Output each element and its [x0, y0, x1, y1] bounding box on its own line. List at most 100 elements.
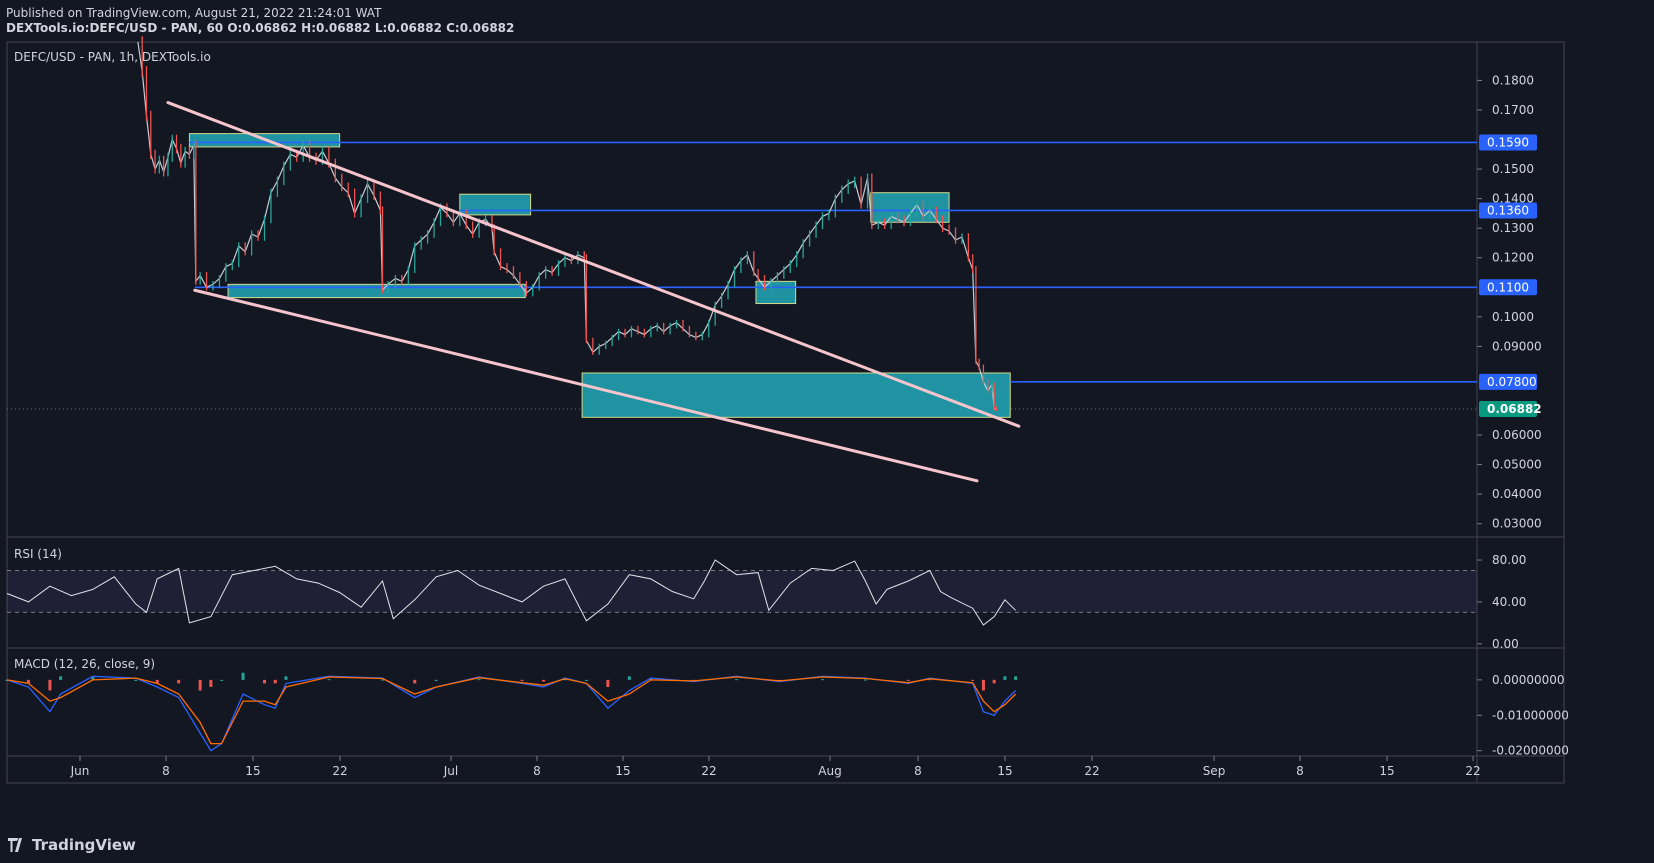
price-series-line	[137, 41, 997, 410]
price-tick-label: 0.1200	[1492, 251, 1534, 265]
time-tick-label: 15	[1379, 764, 1394, 778]
wedge-trendline	[166, 101, 1021, 428]
price-tick-label: 0.1400	[1492, 192, 1534, 206]
ohlc-line: DEXTools.io:DEFC/USD - PAN, 60 O:0.06862…	[6, 21, 515, 35]
time-tick-label: 8	[162, 764, 170, 778]
published-line: Published on TradingView.com, August 21,…	[6, 6, 382, 20]
time-tick-label: Jun	[70, 764, 90, 778]
macd-histogram-bar	[263, 679, 267, 684]
macd-histogram-bar	[91, 676, 95, 680]
macd-histogram-bar	[327, 679, 331, 681]
time-tick-label: Aug	[818, 764, 841, 778]
macd-histogram-bar	[627, 676, 631, 680]
macd-histogram-bar	[381, 679, 385, 681]
macd-histogram-bar	[541, 679, 545, 682]
price-tick-label: 0.1500	[1492, 162, 1534, 176]
macd-histogram-bar	[434, 679, 438, 681]
time-tick-label: 22	[701, 764, 716, 778]
macd-histogram-bar	[1014, 676, 1018, 680]
macd-histogram-bar	[863, 679, 867, 681]
price-tick-label: 0.04000	[1492, 487, 1542, 501]
macd-histogram-bar	[209, 679, 213, 687]
macd-histogram-bar	[477, 679, 481, 681]
macd-histogram-bar	[820, 679, 824, 681]
macd-series-line	[6, 675, 1017, 752]
macd-histogram-bar	[134, 679, 138, 681]
supply-demand-zone	[581, 372, 1011, 418]
time-tick-label: 22	[1465, 764, 1480, 778]
macd-histogram-bar	[198, 679, 202, 691]
tradingview-logo-icon	[8, 838, 22, 852]
price-level-label: 0.1100	[1487, 280, 1529, 294]
macd-histogram-bar	[273, 679, 277, 684]
price-tick-label: 0.1700	[1492, 103, 1534, 117]
time-tick-label: 15	[245, 764, 260, 778]
macd-histogram-bar	[241, 672, 245, 680]
price-level-badge	[1479, 279, 1537, 296]
supply-demand-zone	[227, 283, 526, 299]
chart-frame	[6, 41, 1565, 784]
tradingview-footer: TradingView	[8, 836, 136, 854]
macd-histogram-bar	[59, 676, 63, 680]
price-tick-label: 0.1800	[1492, 73, 1534, 87]
main-pane-title: DEFC/USD - PAN, 1h, DEXTools.io	[14, 50, 211, 64]
price-level-label: 0.1360	[1487, 203, 1529, 217]
macd-histogram-bar	[981, 679, 985, 691]
price-tick-label: 0.1300	[1492, 221, 1534, 235]
macd-pane-title: MACD (12, 26, close, 9)	[14, 657, 155, 671]
time-tick-label: 22	[332, 764, 347, 778]
macd-histogram-bar	[155, 679, 159, 684]
price-tick-label: 0.09000	[1492, 339, 1542, 353]
macd-series-line	[6, 676, 1017, 745]
time-tick-label: 15	[615, 764, 630, 778]
brand-name: TradingView	[32, 836, 136, 854]
macd-histogram-bar	[606, 679, 610, 687]
time-tick-label: 8	[533, 764, 541, 778]
price-level-badge	[1479, 202, 1537, 219]
rsi-tick-label: 80.00	[1492, 553, 1526, 567]
rsi-tick-label: 0.00	[1492, 637, 1519, 651]
macd-histogram-bar	[735, 679, 739, 681]
macd-tick-label: -0.01000000	[1492, 708, 1569, 722]
wedge-trendline	[193, 288, 979, 483]
macd-histogram-bar	[584, 679, 588, 681]
time-tick-label: 15	[997, 764, 1012, 778]
macd-tick-label: 0.00000000	[1492, 673, 1565, 687]
time-tick-label: Jul	[443, 764, 458, 778]
macd-histogram-bar	[520, 679, 524, 681]
time-tick-label: 22	[1084, 764, 1099, 778]
rsi-pane-title: RSI (14)	[14, 547, 62, 561]
macd-histogram-bar	[26, 679, 30, 684]
macd-histogram-bar	[992, 679, 996, 684]
time-tick-label: Sep	[1203, 764, 1226, 778]
price-tick-label: 0.03000	[1492, 517, 1542, 531]
macd-histogram-bar	[1003, 676, 1007, 680]
price-level-label: 0.06882	[1487, 402, 1542, 416]
macd-histogram-bar	[649, 678, 653, 680]
supply-demand-zone	[459, 193, 532, 216]
macd-tick-label: -0.02000000	[1492, 744, 1569, 758]
time-tick-label: 8	[1296, 764, 1304, 778]
price-level-label: 0.07800	[1487, 375, 1537, 389]
price-level-label: 0.1590	[1487, 135, 1529, 149]
macd-histogram-bar	[928, 679, 932, 681]
price-level-badge	[1479, 134, 1537, 151]
rsi-band-fill	[7, 570, 1477, 613]
macd-histogram-bar	[971, 679, 975, 681]
price-tick-label: 0.06000	[1492, 428, 1542, 442]
time-tick-label: 8	[914, 764, 922, 778]
macd-histogram-bar	[413, 679, 417, 684]
macd-histogram-bar	[284, 676, 288, 680]
price-tick-label: 0.1000	[1492, 310, 1534, 324]
macd-histogram-bar	[177, 679, 181, 684]
chart-header: Published on TradingView.com, August 21,…	[6, 6, 514, 36]
price-tick-label: 0.05000	[1492, 458, 1542, 472]
macd-histogram-bar	[906, 679, 910, 681]
macd-histogram-bar	[220, 679, 224, 681]
rsi-tick-label: 40.00	[1492, 595, 1526, 609]
macd-histogram-bar	[563, 679, 567, 681]
rsi-line	[6, 559, 1016, 626]
price-level-badge	[1479, 373, 1537, 390]
price-level-badge	[1479, 400, 1537, 417]
